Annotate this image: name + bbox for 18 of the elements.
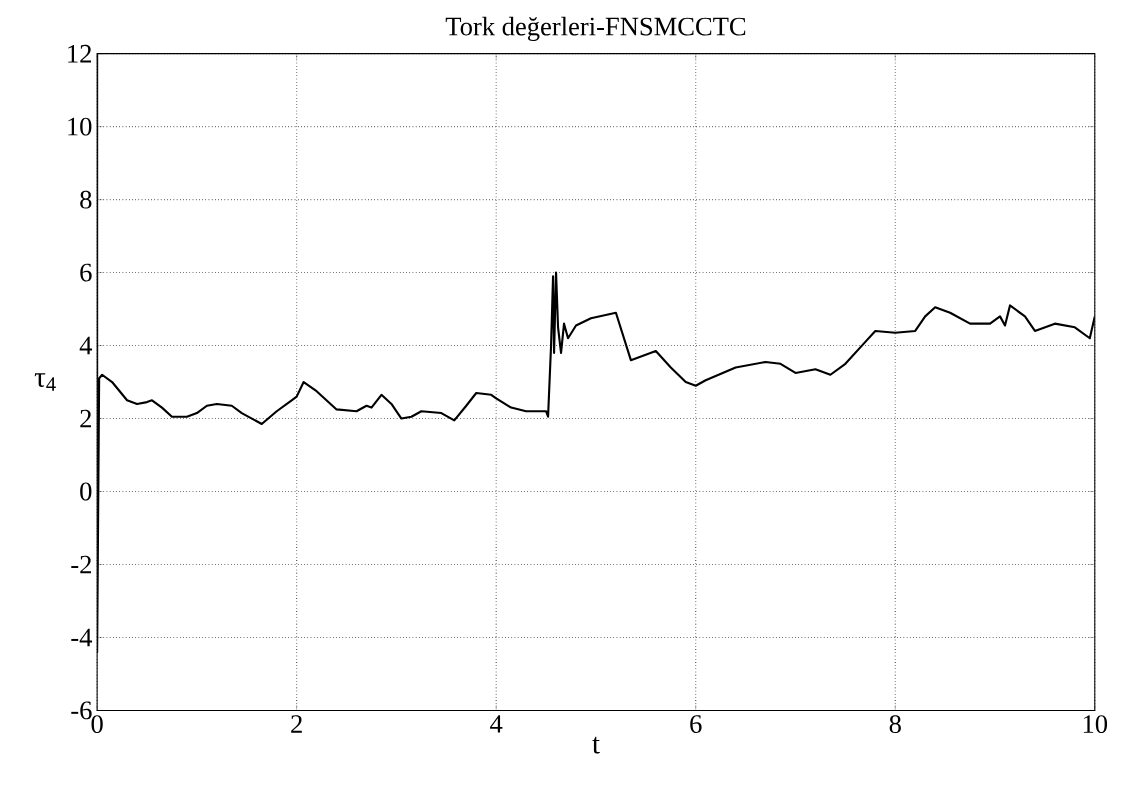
chart-title: Tork değerleri-FNSMCCTC [445,16,746,42]
y-tick-label: 12 [68,44,91,63]
x-tick-label: 6 [690,715,702,734]
y-tick-label: 10 [68,117,92,136]
y-tick-label: -4 [71,628,93,647]
x-axis-title: t [592,736,600,754]
y-tick-label: 8 [80,190,92,209]
y-tick-label: -2 [71,555,91,574]
x-tick-label: 4 [490,715,503,733]
x-tick-label: 2 [291,715,302,733]
x-tick-label: 8 [889,715,901,734]
y-tick-label: -6 [71,701,92,720]
y-tick-label: 6 [80,263,92,282]
y-tick-label: 0 [80,482,92,501]
y-tick-label: 2 [80,409,91,428]
y-axis-title: τ$_{4}$ [34,373,56,391]
y-tick-label: 4 [79,336,93,355]
x-tick-label: 10 [1083,715,1108,734]
